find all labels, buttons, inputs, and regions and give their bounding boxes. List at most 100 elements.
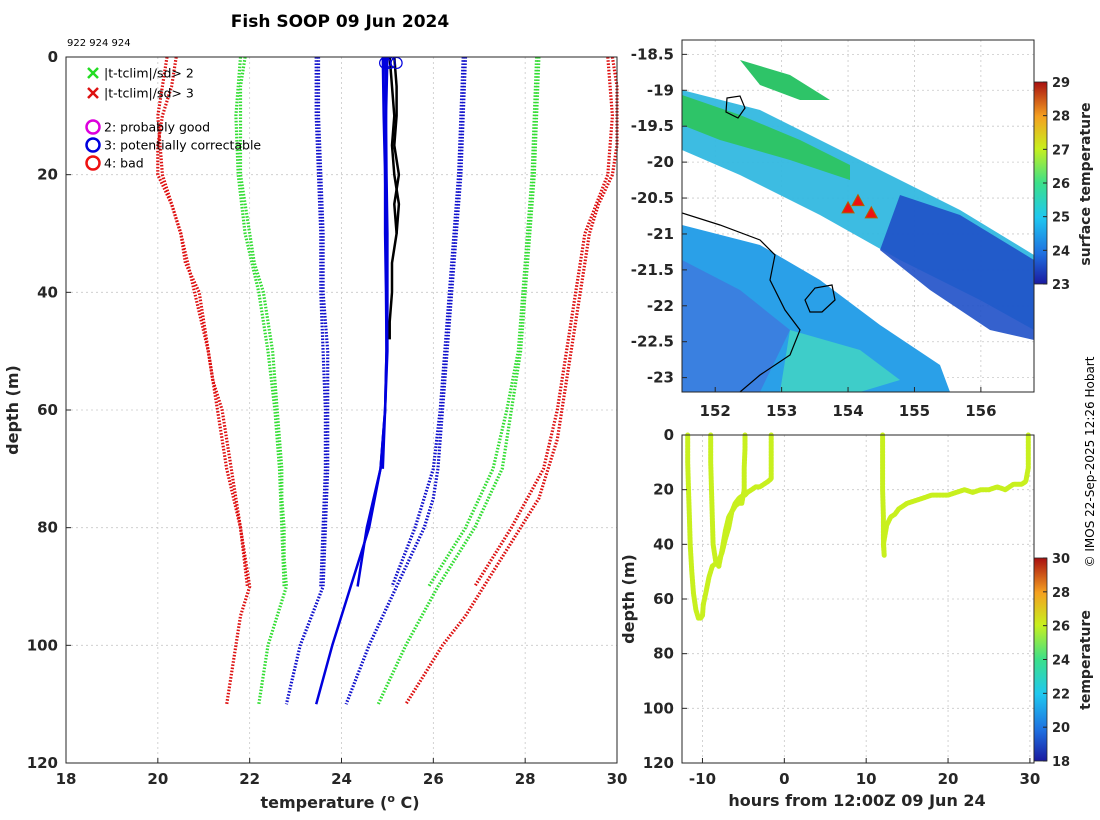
map-y-tick-label: -23 — [647, 369, 674, 387]
profile-x-tick-label: 30 — [607, 770, 628, 788]
map-station-marker — [864, 205, 879, 219]
profile-series-14 — [381, 56, 388, 469]
timeseries-y-tick-label: 80 — [653, 645, 674, 663]
sst-band-southwest — [682, 260, 790, 392]
timeseries-x-tick-label: 30 — [1019, 770, 1040, 788]
copyright-text: © IMOS 22-Sep-2025 12:26 Hobart — [1083, 356, 1097, 567]
map-y-tick-label: -21.5 — [631, 261, 674, 279]
timeseries-cast-5 — [742, 432, 774, 498]
profile-y-tick-label: 100 — [27, 636, 58, 654]
timeseries-y-tick-label: 0 — [664, 426, 674, 444]
map-x-tick-label: 155 — [899, 402, 930, 420]
timeseries-y-ticks: 0 20 40 60 80 100 120 — [643, 426, 687, 772]
timeseries-colorbar-tick-label: 18 — [1052, 755, 1070, 770]
profile-x-tick-label: 22 — [239, 770, 260, 788]
profile-series-15 — [388, 56, 401, 340]
map-stations — [841, 193, 879, 219]
timeseries-series — [685, 432, 1031, 621]
timeseries-colorbar-tick-label: 24 — [1052, 654, 1070, 669]
timeseries-colorbar-tick-label: 30 — [1052, 552, 1070, 567]
timeseries-y-tick-label: 120 — [643, 754, 674, 772]
profile-x-tick-label: 24 — [331, 770, 352, 788]
legend-x-marker — [87, 67, 99, 79]
map-y-tick-label: -21 — [647, 225, 674, 243]
legend-label: 3: potentially correctable — [104, 138, 261, 153]
profile-y-ticks: 0 20 40 60 80 100 120 — [27, 48, 71, 772]
timeseries-y-label: depth (m) — [619, 554, 638, 644]
sst-band-warm — [682, 95, 850, 180]
legend-label: 2: probably good — [104, 120, 210, 135]
map-colorbar-tick-label: 29 — [1052, 76, 1070, 91]
map-colorbar-ticks: 23 24 25 26 27 28 29 — [1043, 76, 1070, 293]
timeseries-y-tick-label: 100 — [643, 699, 674, 717]
timeseries-x-label: hours from 12:00Z 09 Jun 24 — [728, 791, 985, 810]
map-y-tick-label: -18.5 — [631, 45, 674, 63]
timeseries-cast-3 — [716, 487, 747, 569]
legend-circle-marker — [85, 137, 101, 153]
timeseries-y-tick-label: 40 — [653, 535, 674, 553]
legend-circle-marker — [85, 119, 101, 135]
timeseries-colorbar-tick-label: 28 — [1052, 586, 1070, 601]
profile-series-2 — [238, 56, 289, 705]
map-x-tick-label: 154 — [832, 402, 863, 420]
timeseries-x-ticks: -10 0 10 20 30 — [689, 758, 1040, 788]
timeseries-cast-7 — [880, 432, 1031, 547]
timeseries-cast-4 — [741, 432, 748, 493]
profile-x-tick-label: 28 — [515, 770, 536, 788]
profile-series — [156, 56, 619, 706]
timeseries-cast-2 — [708, 432, 722, 569]
map-colorbar-tick-label: 25 — [1052, 211, 1070, 226]
profile-series-16 — [388, 56, 401, 234]
sst-patch-north — [740, 60, 830, 100]
legend-label: 4: bad — [104, 156, 144, 171]
island-outline — [804, 284, 836, 313]
timeseries-colorbar-tick-label: 26 — [1052, 620, 1070, 635]
profile-y-tick-label: 60 — [37, 401, 58, 419]
map-panel: 152 153 154 155 156 -18.5 -19 -19.5 -20 -20.5 -21… — [631, 39, 1094, 420]
map-colorbar-tick-label: 28 — [1052, 110, 1070, 125]
timeseries-x-tick-label: 20 — [938, 770, 959, 788]
profile-series-4 — [284, 57, 330, 705]
timeseries-panel: -10 0 10 20 30 0 20 40 60 80 100 120 hours from 12… — [619, 426, 1094, 810]
map-x-tick-label: 156 — [965, 402, 996, 420]
profile-y-label: depth (m) — [3, 365, 22, 455]
legend-circle-marker — [85, 155, 101, 171]
profile-y-tick-label: 0 — [48, 48, 58, 66]
map-y-tick-label: -22.5 — [631, 333, 674, 351]
reef-outline — [725, 95, 746, 119]
timeseries-x-tick-label: -10 — [689, 770, 716, 788]
map-field — [682, 40, 1034, 392]
profile-legend: |t-tclim|/sd> 2 |t-tclim|/sd> 3 2: probabl… — [85, 66, 261, 171]
sst-patch-south — [780, 330, 900, 392]
timeseries-cast-6 — [880, 432, 887, 558]
map-colorbar-tick-label: 23 — [1052, 278, 1070, 293]
timeseries-y-tick-label: 60 — [653, 590, 674, 608]
profile-x-tick-label: 20 — [147, 770, 168, 788]
timeseries-x-tick-label: 10 — [856, 770, 877, 788]
map-x-ticks: 152 153 154 155 156 — [700, 387, 997, 420]
legend-label: |t-tclim|/sd> 2 — [104, 66, 194, 81]
sst-band-cool — [880, 195, 1034, 340]
timeseries-grid — [682, 435, 1034, 763]
profile-y-tick-label: 20 — [37, 166, 58, 184]
platform-ids: 922 924 924 — [67, 38, 131, 49]
profile-series-0 — [156, 56, 252, 705]
timeseries-y-tick-label: 20 — [653, 481, 674, 499]
map-colorbar-tick-label: 27 — [1052, 143, 1070, 158]
map-y-tick-label: -19.5 — [631, 117, 674, 135]
map-x-tick-label: 153 — [766, 402, 797, 420]
profile-x-tick-label: 18 — [56, 770, 77, 788]
legend-x-marker — [87, 87, 99, 99]
map-y-tick-label: -19 — [647, 81, 674, 99]
map-station-marker — [851, 193, 865, 207]
profile-x-tick-label: 26 — [423, 770, 444, 788]
map-y-tick-label: -20.5 — [631, 189, 674, 207]
profile-series-10 — [404, 56, 619, 706]
map-colorbar-label: surface temperature — [1078, 102, 1094, 265]
map-colorbar-tick-label: 26 — [1052, 177, 1070, 192]
map-y-tick-label: -20 — [647, 153, 674, 171]
coastline — [682, 212, 801, 392]
map-colorbar-tick-label: 24 — [1052, 244, 1070, 259]
timeseries-colorbar-ticks: 18 20 22 24 26 28 30 — [1043, 552, 1070, 770]
